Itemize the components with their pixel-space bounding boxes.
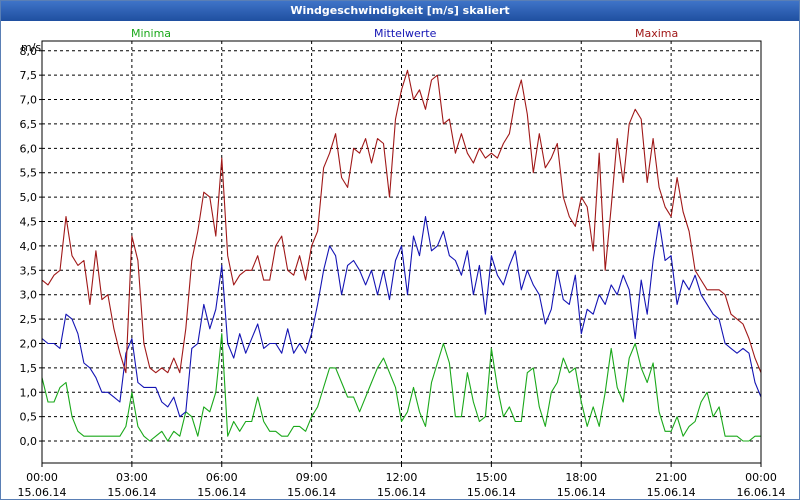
x-tick-date: 15.06.14	[197, 486, 246, 499]
legend-minima: Minima	[131, 27, 171, 40]
y-axis: 0,0 0,5 1,0 1,5 2,0 2,5 3,0 3,5 4,0 4,5 5,0 5,5 6,0 6…	[20, 45, 42, 448]
plot-border	[41, 40, 762, 464]
x-tick-time: 00:00	[26, 471, 58, 484]
maxima-line	[41, 69, 762, 374]
x-tick-time: 18:00	[565, 471, 597, 484]
y-tick-label: 8,0	[20, 45, 38, 58]
y-tick-label: 5,0	[20, 191, 38, 204]
x-tick-time: 21:00	[655, 471, 687, 484]
minima-line	[41, 333, 761, 442]
x-tick-time: 15:00	[476, 471, 508, 484]
x-tick-date: 15.06.14	[18, 486, 67, 499]
legend-mittelwerte: Mittelwerte	[374, 27, 437, 40]
x-axis: 00:00 15.06.14 03:00 15.06.14 06:00 15.06.14 0…	[18, 463, 786, 499]
y-tick-label: 5,5	[20, 167, 38, 180]
y-tick-label: 7,5	[20, 69, 38, 82]
y-tick-label: 6,5	[20, 118, 38, 131]
x-tick-time: 03:00	[116, 471, 148, 484]
x-tick-date: 15.06.14	[107, 486, 156, 499]
x-tick-date: 16.06.14	[737, 486, 786, 499]
x-tick-time: 06:00	[206, 471, 238, 484]
y-tick-label: 6,0	[20, 142, 38, 155]
y-tick-label: 2,5	[20, 313, 38, 326]
x-tick-time: 09:00	[296, 471, 328, 484]
chart-title: Windgeschwindigkeit [m/s] skaliert	[1, 1, 799, 21]
y-tick-label: 3,0	[20, 289, 38, 302]
y-tick-label: 1,0	[20, 386, 38, 399]
x-tick-time: 00:00	[745, 471, 777, 484]
x-tick-date: 15.06.14	[467, 486, 516, 499]
x-tick-time: 12:00	[386, 471, 418, 484]
y-axis-label: m/s	[21, 41, 41, 54]
x-tick-date: 15.06.14	[557, 486, 606, 499]
y-tick-label: 3,5	[20, 264, 38, 277]
x-tick-date: 15.06.14	[287, 486, 336, 499]
grid	[42, 41, 761, 463]
y-tick-label: 0,5	[20, 411, 38, 424]
mittelwerte-line	[41, 216, 762, 418]
y-tick-label: 4,0	[20, 240, 38, 253]
y-tick-label: 4,5	[20, 216, 38, 229]
x-tick-date: 15.06.14	[647, 486, 696, 499]
y-tick-label: 7,0	[20, 94, 38, 107]
x-tick-date: 15.06.14	[377, 486, 426, 499]
series-lines	[41, 69, 762, 442]
legend-maxima: Maxima	[635, 27, 678, 40]
y-tick-label: 2,0	[20, 337, 38, 350]
y-tick-label: 0,0	[20, 435, 38, 448]
y-tick-label: 1,5	[20, 362, 38, 375]
